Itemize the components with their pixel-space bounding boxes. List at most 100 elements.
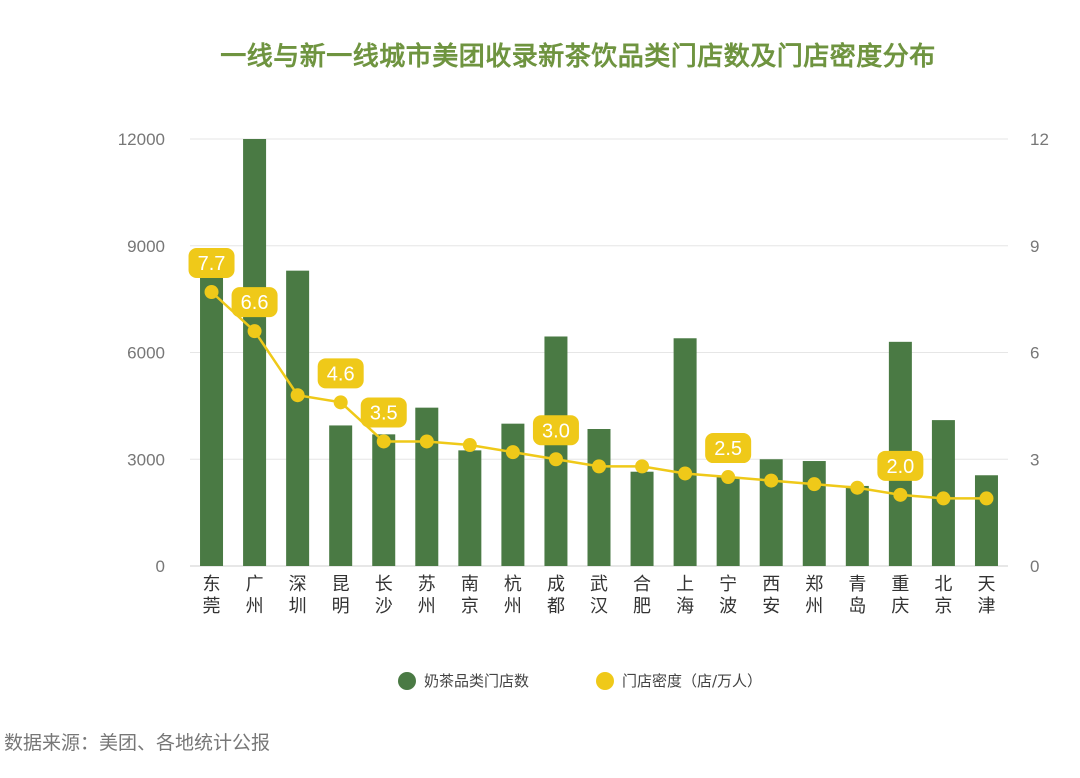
density-point <box>678 466 693 481</box>
density-point <box>936 491 951 506</box>
point-label-badge <box>877 450 924 481</box>
density-point <box>462 438 477 453</box>
point-label-badge <box>317 358 364 389</box>
category-label: 天津 <box>977 574 995 617</box>
left-tick-label: 0 <box>156 557 165 576</box>
point-label: 2.5 <box>705 433 752 464</box>
category-label: 苏州 <box>418 574 436 617</box>
bar <box>630 471 654 566</box>
right-tick-label: 9 <box>1030 237 1039 256</box>
category-label-char: 安 <box>762 596 780 617</box>
category-label-char: 昆 <box>332 574 350 595</box>
bar <box>286 270 310 566</box>
category-label-char: 苏 <box>418 574 436 595</box>
bar <box>415 407 439 566</box>
category-label: 重庆 <box>891 574 909 617</box>
category-label-char: 西 <box>762 574 780 595</box>
density-point <box>635 459 650 474</box>
density-point <box>979 491 994 506</box>
category-label-char: 州 <box>418 596 436 617</box>
category-label: 杭州 <box>504 574 522 617</box>
point-label-text: 4.6 <box>327 363 355 385</box>
bar <box>673 338 697 566</box>
legend-line-label: 门店密度（店/万人） <box>622 672 763 690</box>
category-label-char: 都 <box>547 596 565 617</box>
point-label: 3.0 <box>532 415 579 446</box>
category-label-char: 郑 <box>805 574 823 595</box>
bar <box>845 485 869 566</box>
point-label-text: 3.0 <box>542 420 570 442</box>
point-label: 6.6 <box>231 287 278 318</box>
density-point <box>333 395 348 410</box>
category-label-char: 合 <box>633 574 651 595</box>
category-label: 北京 <box>934 574 952 617</box>
category-label-char: 莞 <box>203 596 221 617</box>
density-point <box>548 452 563 467</box>
category-label-char: 庆 <box>891 596 909 617</box>
point-label-text: 2.5 <box>714 438 742 460</box>
right-tick-label: 3 <box>1030 450 1039 469</box>
point-label-text: 2.0 <box>886 456 914 478</box>
right-tick-label: 6 <box>1030 344 1039 363</box>
density-point <box>807 477 822 492</box>
legend-bar-swatch <box>398 671 416 690</box>
point-label-badge <box>532 415 579 446</box>
legend-line-swatch <box>596 671 614 690</box>
legend-item-bars: 奶茶品类门店数 <box>398 670 529 691</box>
category-label: 深圳 <box>289 574 307 617</box>
density-point <box>419 434 434 449</box>
chart-title: 一线与新一线城市美团收录新茶饮品类门店数及门店密度分布 <box>220 42 936 72</box>
bar <box>501 423 525 566</box>
category-label-char: 北 <box>934 574 952 595</box>
right-tick-label: 0 <box>1030 557 1039 576</box>
category-label-char: 海 <box>676 596 694 617</box>
category-label: 宁波 <box>719 574 737 617</box>
point-label-text: 3.5 <box>370 402 398 424</box>
category-label: 成都 <box>547 574 565 617</box>
bar <box>759 459 783 566</box>
bar <box>458 450 482 566</box>
density-point <box>764 473 779 488</box>
point-label-badge <box>705 433 752 464</box>
category-label-char: 肥 <box>633 596 651 617</box>
point-label-badge <box>360 397 407 428</box>
left-tick-label: 12000 <box>118 130 165 149</box>
category-label: 郑州 <box>805 574 823 617</box>
category-label-char: 东 <box>203 574 221 595</box>
category-label-char: 州 <box>504 596 522 617</box>
category-label-char: 汉 <box>590 596 608 617</box>
category-label-char: 京 <box>461 596 479 617</box>
category-label: 青岛 <box>848 574 866 617</box>
point-label: 2.0 <box>877 450 924 481</box>
category-label-char: 沙 <box>375 596 393 617</box>
bar <box>329 425 353 566</box>
point-label: 4.6 <box>317 358 364 389</box>
category-label-char: 津 <box>977 596 995 617</box>
category-label-char: 南 <box>461 574 479 595</box>
point-label-badge <box>188 248 235 279</box>
category-label-char: 州 <box>246 596 264 617</box>
bar <box>243 139 267 566</box>
category-label: 上海 <box>676 574 694 617</box>
left-tick-label: 9000 <box>127 237 165 256</box>
category-label: 昆明 <box>332 574 350 617</box>
category-label: 合肥 <box>633 574 651 617</box>
point-label-text: 7.7 <box>198 253 226 275</box>
left-axis: 0 3000 6000 9000 12000 <box>118 130 165 576</box>
category-label: 长沙 <box>375 574 393 617</box>
legend-bar-label: 奶茶品类门店数 <box>424 672 530 690</box>
category-label-char: 杭 <box>504 574 522 595</box>
category-label: 南京 <box>461 574 479 617</box>
category-label: 东莞 <box>203 574 221 617</box>
density-point <box>505 445 520 460</box>
point-labels: 7.7 6.6 4.6 3.5 3.0 2.5 2.0 <box>188 248 924 481</box>
category-label-char: 圳 <box>289 596 307 617</box>
category-label-char: 长 <box>375 574 393 595</box>
point-label: 7.7 <box>188 248 235 279</box>
legend-item-line: 门店密度（店/万人） <box>596 670 762 691</box>
category-label-char: 波 <box>719 596 737 617</box>
density-point <box>721 470 736 485</box>
bar <box>544 336 568 566</box>
right-axis: 0 3 6 9 12 <box>1030 130 1049 576</box>
